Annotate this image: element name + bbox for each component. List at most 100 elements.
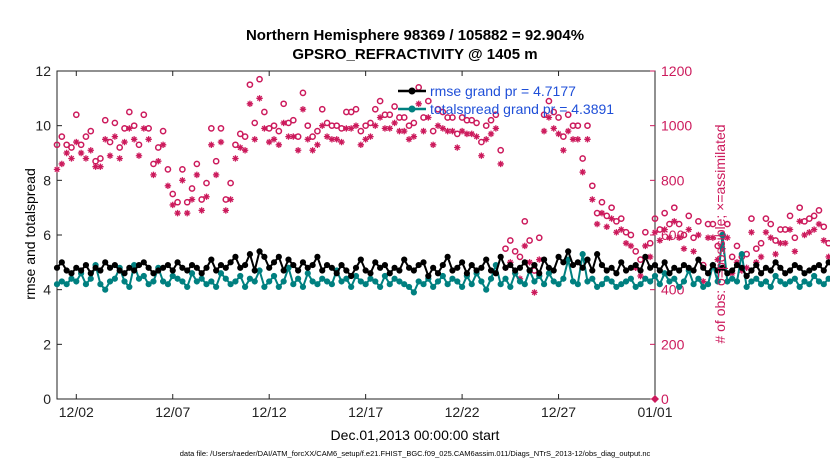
assimilated-obs-point [391, 119, 398, 127]
possible-obs-point [555, 114, 562, 121]
assimilated-obs-point [564, 127, 572, 135]
possible-obs-point [347, 108, 355, 116]
rmse-point [102, 259, 109, 266]
rmse-point [512, 267, 519, 274]
totalspread-point [589, 275, 596, 282]
assimilated-obs-point [463, 130, 471, 138]
totalspread-point [261, 283, 268, 291]
possible-obs-point [516, 253, 524, 261]
possible-obs-point [487, 116, 495, 124]
possible-obs-point [714, 242, 722, 250]
possible-obs-point [680, 231, 688, 239]
assimilated-obs-point [294, 147, 302, 154]
totalspread-point [391, 275, 398, 282]
possible-obs-point [357, 127, 365, 135]
rmse-point [709, 261, 716, 269]
rmse-point [135, 261, 143, 269]
assimilated-obs-point [478, 152, 485, 159]
assimilated-obs-point [434, 122, 442, 129]
possible-obs-point [617, 215, 625, 222]
rmse-point [97, 267, 104, 274]
assimilated-obs-point [487, 130, 495, 138]
rmse-point [145, 264, 152, 271]
totalspread-point [724, 278, 731, 285]
assimilated-obs-point [425, 114, 432, 121]
assimilated-obs-point [589, 196, 596, 203]
rmse-point [174, 259, 181, 266]
rmse-point [743, 272, 750, 280]
rmse-point [642, 253, 649, 260]
possible-obs-point [805, 215, 813, 222]
assimilated-obs-point [401, 127, 408, 135]
rmse-point [603, 267, 610, 274]
assimilated-obs-point [174, 209, 181, 217]
totalspread-point [637, 281, 644, 288]
rmse-point [213, 267, 220, 274]
rmse-point [502, 264, 509, 271]
rmse-point [275, 253, 282, 260]
possible-obs-point [179, 166, 186, 173]
possible-obs-point [632, 248, 640, 255]
totalspread-point [386, 281, 393, 288]
totalspread-point [323, 278, 331, 285]
assimilated-obs-point [140, 125, 148, 132]
possible-obs-point [246, 81, 254, 89]
totalspread-point [309, 278, 316, 285]
totalspread-point [381, 272, 389, 280]
totalspread-point [174, 275, 181, 282]
totalspread-point [733, 278, 741, 285]
assimilated-obs-point [700, 278, 707, 285]
totalspread-point [295, 275, 302, 282]
assimilated-obs-point [102, 136, 109, 143]
assimilated-obs-point [376, 114, 384, 121]
assimilated-obs-point [536, 256, 543, 263]
rmse-point [377, 264, 384, 271]
totalspread-point [227, 281, 234, 288]
possible-obs-point [540, 111, 548, 119]
final-zero-obs-marker [651, 395, 659, 403]
rmse-point [719, 264, 726, 271]
assimilated-obs-point [73, 138, 80, 146]
totalspread-point [478, 278, 485, 285]
assimilated-obs-point [203, 193, 210, 200]
assimilated-obs-point [661, 226, 668, 233]
assimilated-obs-point [265, 138, 273, 146]
possible-obs-point [140, 111, 148, 119]
assimilated-obs-point [473, 133, 480, 140]
possible-obs-point [666, 220, 673, 228]
rmse-point [121, 270, 128, 277]
assimilated-obs-point [627, 242, 635, 250]
y-tick-label-right: 0 [661, 391, 669, 407]
rmse-point [560, 259, 567, 266]
totalspread-point [430, 283, 437, 291]
assimilated-obs-point [593, 220, 601, 228]
totalspread-point [338, 278, 345, 285]
rmse-point [314, 253, 321, 260]
assimilated-obs-point [261, 125, 268, 132]
totalspread-point [126, 283, 133, 291]
totalspread-point [246, 275, 254, 282]
totalspread-point [232, 278, 239, 285]
rmse-point [497, 253, 504, 260]
rmse-point [309, 261, 316, 269]
possible-obs-point [492, 111, 500, 119]
totalspread-point [815, 278, 823, 285]
totalspread-point [203, 281, 210, 288]
rmse-point [767, 267, 774, 274]
possible-obs-point [217, 125, 225, 132]
rmse-point [685, 264, 692, 271]
assimilated-obs-point [285, 133, 292, 140]
possible-obs-point [506, 237, 514, 244]
rmse-point [647, 264, 654, 271]
assimilated-obs-point [396, 127, 403, 135]
possible-obs-point [521, 217, 529, 225]
rmse-point [454, 264, 461, 271]
totalspread-point [560, 275, 567, 282]
assimilated-obs-point [53, 166, 61, 173]
assimilated-obs-point [651, 229, 659, 236]
assimilated-obs-point [637, 272, 644, 280]
totalspread-point [266, 278, 273, 285]
totalspread-point [319, 275, 326, 282]
possible-obs-point [314, 127, 321, 135]
possible-obs-point [661, 209, 668, 217]
